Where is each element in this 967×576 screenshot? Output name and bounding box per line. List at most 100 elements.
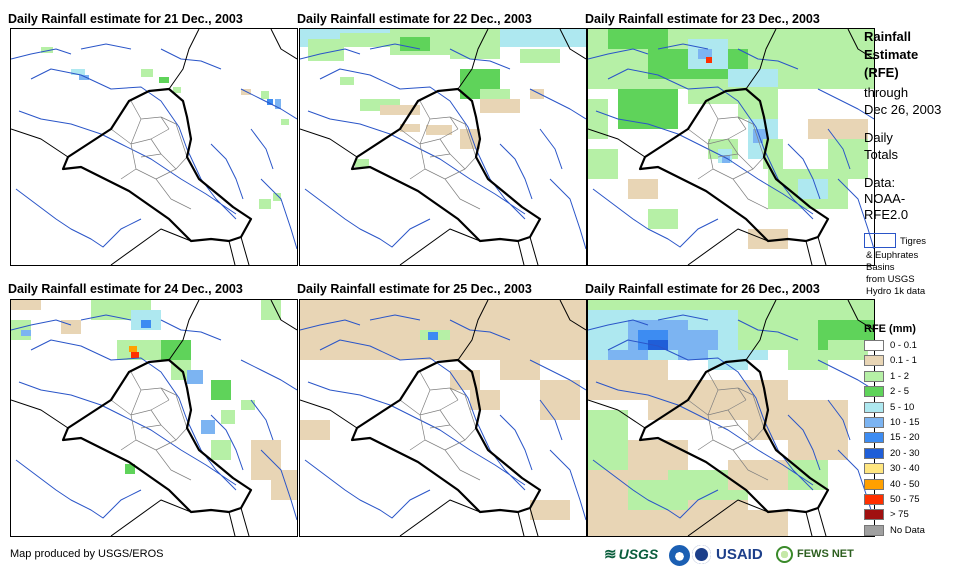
legend-swatch [864, 447, 884, 459]
data-label-2: NOAA- [864, 191, 906, 206]
rainfall-patch [706, 57, 712, 63]
legend-title: Rainfall [864, 28, 911, 45]
panel-title: Daily Rainfall estimate for 21 Dec., 200… [8, 12, 243, 26]
legend-title-line3: (RFE) [864, 65, 899, 80]
rainfall-patch [380, 105, 420, 115]
legend-label: 20 - 30 [890, 447, 920, 459]
data-label-1: Data: [864, 175, 896, 190]
legend-swatch [864, 463, 884, 475]
rainfall-patch [267, 99, 273, 105]
rainfall-map-svg [11, 300, 297, 536]
rainfall-patch [79, 75, 89, 80]
rainfall-patch [21, 330, 31, 336]
legend-swatch [864, 370, 884, 382]
country-border [350, 358, 542, 514]
panel-title: Daily Rainfall estimate for 23 Dec., 200… [585, 12, 820, 26]
rainfall-patch [728, 69, 778, 87]
rainfall-patch [628, 179, 658, 199]
rainfall-patch [241, 400, 255, 410]
data-label-3: RFE2.0 [864, 207, 909, 222]
rainfall-patch [428, 332, 438, 340]
rainfall-map-svg [300, 300, 586, 536]
legend-swatch [864, 494, 884, 505]
basins-label-3: Basins [866, 262, 895, 273]
rainfall-patch [722, 155, 730, 163]
rainfall-patch [211, 440, 231, 460]
rainfall-patch [187, 370, 203, 384]
rainfall-map-1 [10, 28, 298, 266]
province-boundaries [399, 100, 481, 210]
basins-label-1: Tigres [900, 236, 927, 247]
rainfall-patch [173, 87, 181, 93]
rainfall-patch [141, 320, 151, 328]
rainfall-patch [271, 470, 297, 500]
rainfall-patch [588, 99, 608, 139]
legend-label: > 75 [890, 509, 909, 521]
noaa-logo [669, 545, 690, 566]
rfe-legend-title: RFE (mm) [864, 321, 916, 338]
legend-label: 1 - 2 [890, 370, 910, 382]
usgs-logo-text: USGS [618, 546, 659, 562]
rainfall-map-svg [11, 29, 297, 265]
rainfall-patch [125, 464, 135, 474]
usgs-logo: ≋ USGS [604, 544, 658, 564]
legend-title-2: Estimate [864, 46, 918, 63]
daily-label-1: Daily [864, 130, 893, 145]
usaid-logo: USAID [716, 544, 763, 564]
rainfall-patch [470, 390, 500, 410]
panel-title: Daily Rainfall estimate for 26 Dec., 200… [585, 282, 820, 296]
fews-logo: FEWS NET [797, 544, 854, 564]
rainfall-patch [618, 89, 678, 129]
neighbor-borders [11, 300, 297, 536]
rainfall-map-6 [587, 299, 875, 537]
rainfall-patch [648, 380, 748, 420]
rainfall-patch [763, 139, 783, 169]
river-basin-lines [588, 314, 874, 521]
rainfall-patch [400, 124, 420, 132]
rfe-legend-title-text: RFE (mm) [864, 323, 916, 335]
province-boundaries [399, 371, 481, 481]
province-boundaries [110, 100, 192, 210]
rainfall-patch [11, 300, 41, 310]
neighbor-borders [588, 300, 874, 536]
rainfall-patch [71, 69, 85, 75]
rainfall-patch [261, 300, 281, 320]
rainfall-patch [129, 346, 137, 352]
panel-title: Daily Rainfall estimate for 25 Dec., 200… [297, 282, 532, 296]
through-date: Dec 26, 2003 [864, 102, 942, 117]
legend-label: 15 - 20 [890, 432, 920, 444]
rainfall-patch [540, 380, 580, 420]
usgs-wave-icon: ≋ [604, 546, 617, 563]
legend-swatch [864, 401, 884, 413]
rainfall-patch [261, 91, 269, 99]
province-boundaries [110, 371, 192, 481]
neighbor-borders [300, 300, 586, 536]
basins-label-5: Hydro 1k data [866, 286, 926, 297]
rainfall-patch [131, 352, 139, 358]
legend-swatch [864, 509, 884, 521]
rainfall-patch [308, 39, 344, 61]
legend-swatch [864, 386, 884, 398]
legend-swatch [864, 355, 884, 367]
country-border [638, 358, 830, 514]
river-basin-lines [11, 43, 297, 250]
rainfall-patch [748, 229, 788, 249]
legend-label: No Data [890, 524, 925, 536]
rainfall-patch [275, 99, 281, 109]
rainfall-patch [340, 33, 390, 47]
rainfall-patch [340, 77, 354, 85]
map-credit: Map produced by USGS/EROS [10, 548, 164, 560]
legend-swatch [864, 417, 884, 428]
neighbor-borders [11, 29, 297, 265]
neighbor-borders [300, 29, 586, 265]
rainfall-patch [808, 119, 868, 139]
rainfall-patch [281, 119, 289, 125]
rainfall-patch [273, 193, 281, 201]
basin-swatch [864, 233, 896, 248]
basins-label-4: from USGS [866, 274, 915, 285]
rainfall-patch [828, 139, 868, 179]
rainfall-map-svg [588, 29, 874, 265]
legend-label: 0.1 - 1 [890, 355, 917, 367]
legend-label: 5 - 10 [890, 401, 915, 413]
legend-title-3: (RFE) [864, 64, 899, 81]
